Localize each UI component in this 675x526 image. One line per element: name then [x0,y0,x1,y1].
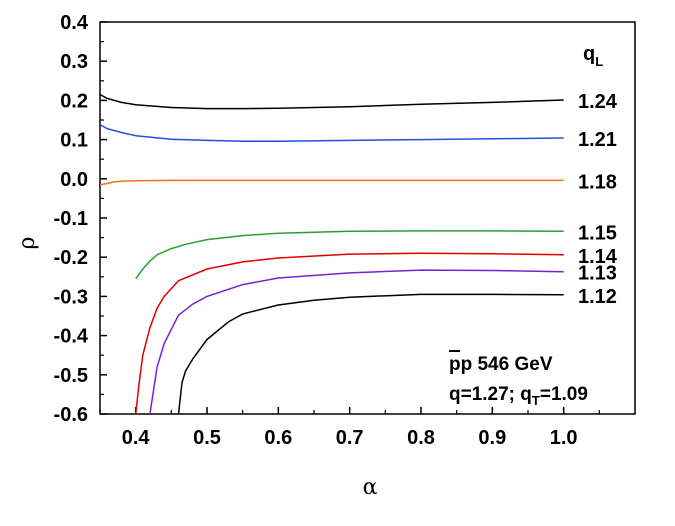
y-axis-title: ρ [15,237,40,250]
curve-label: 1.12 [578,286,617,308]
curve-label: 1.24 [578,91,618,113]
series-line-1-14 [134,252,564,414]
x-tick-label: 0.4 [122,427,151,449]
series-line-1-15 [135,230,564,280]
y-tick-label: -0.2 [54,247,88,269]
y-tick-label: 0.3 [60,51,88,73]
curve-labels: 1.24 1.21 1.18 1.151.141.131.12 [578,91,618,308]
x-axis-title: α [363,475,378,500]
x-tick-label: 0.8 [407,427,435,449]
legend-title: qL [583,43,603,69]
annotation-line2: q=1.27; qT=1.09 [449,384,588,408]
series-line-1-12 [177,293,564,414]
y-tick-label: -0.1 [54,208,88,230]
y-tick-label: -0.3 [54,286,88,308]
y-tick-label: 0.1 [60,130,88,152]
legend-title-q: q [583,43,595,65]
curve-label: 1.14 [578,246,618,268]
y-tick-label: 0.2 [60,90,88,112]
annotation-line1: pp 546 GeV [449,354,553,375]
y-tick-label: 0.0 [60,169,88,191]
curve-label: 1.21 [578,129,617,151]
y-tick-label: -0.5 [54,365,88,387]
annotation: pp 546 GeV q=1.27; qT=1.09 [449,350,588,408]
x-tick-label: 0.9 [478,427,506,449]
annotation-line2-sub: T [532,393,540,408]
series-line-1-21 [100,124,564,142]
series-group [100,93,564,414]
x-tick-label: 0.5 [193,427,221,449]
legend-title-sub: L [595,54,603,69]
y-tick-label: -0.6 [54,404,88,426]
curve-label: 1.18 [578,171,617,193]
y-tick-label: -0.4 [54,326,89,348]
series-line-1-13 [149,269,564,414]
series-line-1-24 [100,93,564,110]
series-line-1-18 [100,179,564,186]
curve-label: 1.15 [578,222,617,244]
y-tick-label: 0.4 [60,12,89,34]
plot-frame [99,21,636,415]
x-tick-label: 1.0 [550,427,578,449]
annotation-line2-a: q=1.27; q [449,384,532,405]
x-tick-label: 0.7 [336,427,364,449]
axis-ticks: 0.4 0.3 0.2 0.1 0.0 -0.1 -0.2 -0.3 -0.4 -0.5 -0.6 0… [54,12,600,449]
annotation-line2-b: =1.09 [540,384,588,405]
curve-label: 1.13 [578,263,617,285]
x-tick-label: 0.6 [264,427,292,449]
